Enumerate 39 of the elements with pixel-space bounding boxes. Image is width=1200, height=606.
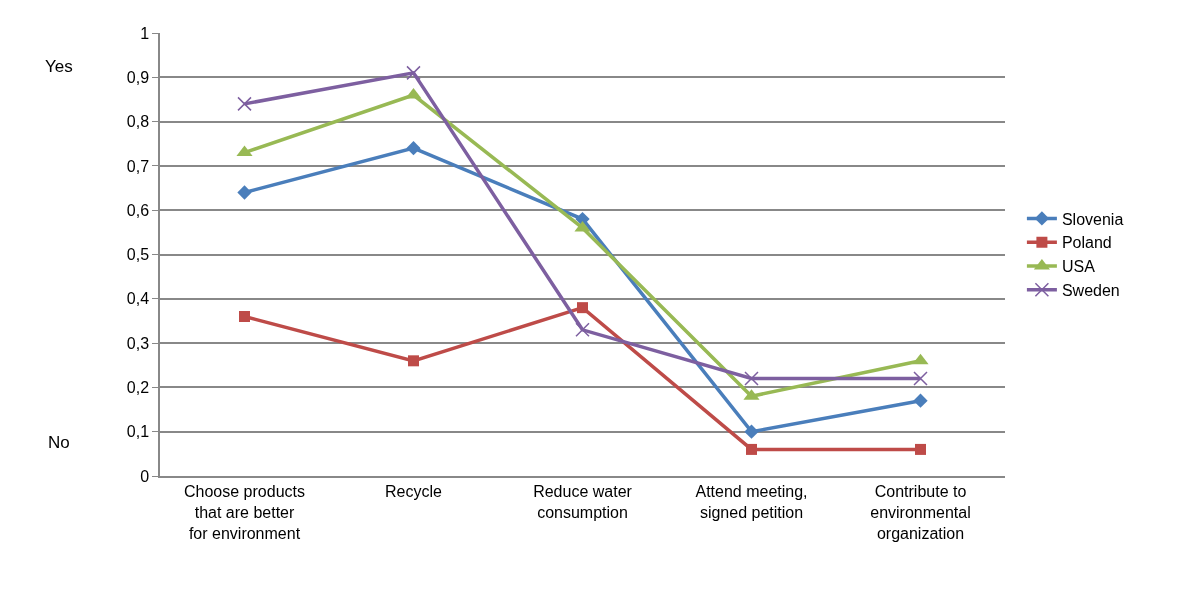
- point: [746, 443, 757, 455]
- point: [913, 393, 928, 408]
- legend-label: Slovenia: [1061, 210, 1124, 228]
- point: [912, 353, 929, 365]
- point: [574, 220, 591, 232]
- point: [913, 371, 928, 386]
- point: [575, 322, 590, 338]
- x-tick-label: Recycle: [385, 482, 443, 500]
- y-tick-label: 0,3: [126, 334, 150, 352]
- y-tick-label: 0,1: [126, 423, 150, 441]
- point: [915, 443, 926, 455]
- point: [577, 302, 588, 314]
- point: [239, 311, 250, 323]
- point: [406, 141, 421, 156]
- text: Yes: [45, 57, 73, 76]
- y-tick-label: 0,6: [126, 201, 150, 219]
- point: [744, 424, 759, 439]
- point: [744, 371, 759, 386]
- x-tick-label: Choose products that are better for environment: [184, 482, 305, 542]
- point: [237, 96, 252, 112]
- legend-label: Sweden: [1061, 282, 1120, 300]
- text: No: [48, 433, 70, 452]
- y-tick-label: 0,4: [126, 290, 150, 308]
- x-tick-label: Reduce water consumption: [533, 482, 633, 521]
- y-tick-label: 0,8: [126, 113, 150, 131]
- point: [406, 65, 421, 81]
- x-tick-label: Contribute to environmental organization: [870, 482, 971, 542]
- legend-label: USA: [1061, 258, 1096, 276]
- y-tick-label: 0,7: [126, 157, 150, 175]
- y-tick-label: 0,9: [126, 68, 150, 86]
- y-tick-label: 0,2: [126, 379, 150, 396]
- y-tick-label: 1: [140, 24, 150, 42]
- point: [408, 355, 419, 367]
- legend-label: Poland: [1061, 234, 1112, 252]
- point: [236, 145, 253, 157]
- y-tick-label: 0: [140, 467, 150, 485]
- x-tick-label: Attend meeting, signed petition: [695, 482, 808, 521]
- y-tick-label: 0,5: [126, 246, 150, 264]
- point: [237, 185, 252, 200]
